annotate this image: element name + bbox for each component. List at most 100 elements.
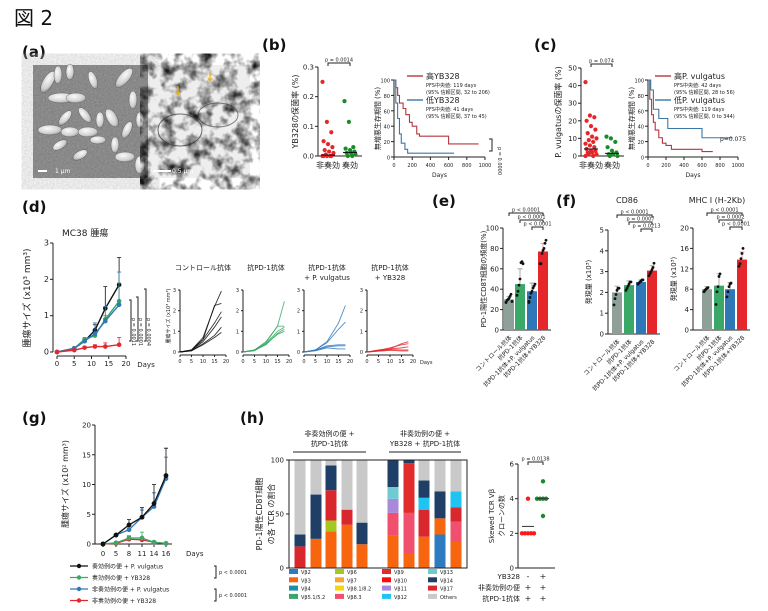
x-tick-label: 0 [55,360,59,368]
bar [702,289,712,330]
data-point [727,285,731,289]
data-point [92,331,98,337]
data-point [539,262,543,266]
y-tick-label: 0 [600,331,604,339]
data-point [592,145,597,150]
significance-bracket [729,226,743,230]
data-point [604,134,609,139]
bar-segment [387,460,399,487]
x-tick-label: 200 [661,163,671,169]
legend-label: Vβ2 [301,570,311,576]
individual-curve [242,330,285,353]
data-point [624,288,628,292]
significance-bracket [214,565,217,579]
y-tick-label: 20 [82,422,91,430]
legend-swatch [289,585,298,591]
data-point [126,527,132,533]
significance-bracket [136,296,139,342]
data-point [151,539,157,545]
legend-swatch [428,569,437,574]
x-tick-label: 20 [410,359,416,365]
data-point [540,513,546,519]
bar [515,284,525,330]
bar-segment [434,460,446,492]
y-tick-label: 0 [641,156,644,162]
data-point [717,275,721,278]
x-tick-label: 800 [462,163,472,169]
p-value: p < 0.0001 [512,208,540,214]
data-point [517,283,521,287]
data-point [103,318,108,324]
error-bar [164,447,168,476]
x-tick-label: 600 [697,163,707,169]
data-point [741,247,745,250]
data-point [586,138,591,143]
x-tick-label: 16 [162,550,171,558]
y-tick-label: 20 [490,306,499,314]
data-point [587,113,593,118]
bar-segment [418,536,430,568]
error-bar [103,306,108,322]
bar [737,259,747,330]
bar-segment [294,534,306,547]
data-point [324,119,329,124]
data-point [530,289,534,293]
data-point [351,145,356,150]
bar-segment [387,535,399,568]
condition-value: + [540,572,547,581]
group-label: YB328 + 抗PD-1抗体 [389,439,460,448]
x-tick-label: 10 [387,359,393,365]
y-tick-label: 10 [568,135,577,143]
x-axis-label: Days [186,550,204,558]
x-tick-label: 600 [444,163,454,169]
data-point [591,153,596,159]
sem-micrograph: 1 μm [33,63,148,178]
data-point [521,262,525,266]
y-tick-label: 1 [360,329,363,335]
bar-segment [418,509,430,537]
x-tick-label: 400 [426,163,436,169]
data-point [737,264,741,268]
data-point [71,347,77,353]
data-point [591,139,596,145]
significance-bracket [628,221,653,225]
y-tick-label: 2 [44,275,49,284]
x-tick-label: 0 [101,550,105,558]
error-bar [517,268,523,285]
data-point [626,284,630,288]
data-point [342,99,347,104]
x-axis-label: Days [137,361,155,369]
data-point [139,514,145,520]
y-tick-label: 2 [236,309,239,315]
data-point [615,153,620,159]
y-tick-label: 3 [297,288,300,294]
data-point [612,303,616,307]
data-point [116,302,122,308]
y-tick-label: 0 [297,350,300,356]
y-tick-label: 2 [600,289,604,297]
x-tick-label: 10 [200,359,206,365]
y-axis-label: YB328の保菌率 (%) [290,74,300,149]
legend-marker [76,586,82,592]
legend-label: Vβ12 [394,595,407,601]
y-tick-label: 2 [297,309,300,315]
p-value: p = 0.0014 [325,58,353,64]
panel-label-f: (f) [556,192,576,210]
survival-curve [648,79,733,139]
y-tick-label: 1 [600,310,604,318]
data-point [163,541,169,546]
y-tick-label: 0 [173,350,176,356]
x-tick-label: 10 [324,359,330,365]
data-point [329,130,334,135]
y-tick-label: 0 [573,153,577,161]
survival-curve [394,79,455,154]
y-tick-label: 60 [490,265,499,273]
y-tick-label: 40 [384,125,390,131]
bar-segment [418,497,430,510]
x-tick-label: 400 [679,163,689,169]
y-tick-label: 100 [380,79,390,85]
y-tick-label: 0.3 [303,64,314,72]
x-tick-label: 0 [178,359,181,365]
y-tick-label: 5 [600,227,604,235]
bar-segment [325,465,337,491]
